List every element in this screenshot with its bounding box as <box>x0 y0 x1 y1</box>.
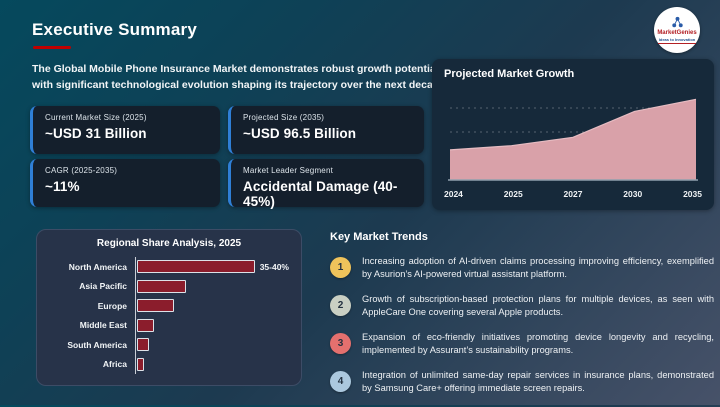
trend-text: Expansion of eco-friendly initiatives pr… <box>362 331 714 356</box>
trend-text: Integration of unlimited same-day repair… <box>362 369 714 394</box>
trend-number-badge: 4 <box>330 370 351 392</box>
bar-category-label: Africa <box>102 359 127 370</box>
stat-value: Accidental Damage (40-45%) <box>243 179 398 209</box>
growth-x-axis-labels: 2024 2025 2027 2030 2035 <box>444 189 702 199</box>
bar-row: North America 35-40% <box>49 257 289 277</box>
bar-row: South America <box>49 335 289 355</box>
stat-card-leader-segment: Market Leader Segment Accidental Damage … <box>228 159 424 209</box>
bar <box>137 260 255 274</box>
bar-row: Africa <box>49 354 289 374</box>
x-tick-label: 2027 <box>563 189 583 199</box>
trend-number-badge: 3 <box>330 332 351 354</box>
growth-panel: Projected Market Growth 2024 2025 2027 2… <box>432 59 714 210</box>
logo-name: MarketGenies <box>657 30 697 37</box>
bar-category-label: Middle East <box>79 320 127 331</box>
bar <box>137 279 186 293</box>
growth-area-chart <box>448 98 698 181</box>
bar <box>137 357 144 371</box>
company-logo: MarketGenies Ideas to Innovation <box>654 7 700 53</box>
stat-card-cagr: CAGR (2025-2035) ~11% <box>30 159 220 207</box>
stat-label: Projected Size (2035) <box>243 113 325 122</box>
trend-text: Growth of subscription-based protection … <box>362 293 714 318</box>
trend-number-badge: 2 <box>330 294 351 316</box>
intro-line-2: with significant technological evolution… <box>32 79 448 92</box>
bar-category-label: Europe <box>97 300 127 311</box>
stat-cards: Current Market Size (2025) ~USD 31 Billi… <box>30 106 424 209</box>
intro-line-1: The Global Mobile Phone Insurance Market… <box>32 63 439 75</box>
molecule-icon <box>671 16 684 29</box>
bar-track <box>135 315 289 335</box>
x-tick-label: 2035 <box>683 189 702 199</box>
bar <box>137 318 154 332</box>
trend-text: Increasing adoption of AI-driven claims … <box>362 256 714 280</box>
bar-track <box>135 335 289 355</box>
bar-category-label: Asia Pacific <box>79 281 127 292</box>
bar-row: Middle East <box>49 315 289 335</box>
bar-row: Europe <box>49 296 289 316</box>
intro-paragraph: The Global Mobile Phone Insurance Market… <box>32 61 448 94</box>
stat-value: ~11% <box>45 179 80 194</box>
x-tick-label: 2030 <box>623 189 643 199</box>
regional-bars: North America 35-40% Asia Pacific Europe Mid… <box>49 257 289 374</box>
page-title: Executive Summary <box>32 20 197 39</box>
bar-track <box>135 296 289 316</box>
bar-track <box>135 354 289 374</box>
area-series <box>450 99 696 180</box>
stat-value: ~USD 96.5 Billion <box>243 126 357 141</box>
bar-value-label: 35-40% <box>259 261 289 272</box>
regional-chart-title: Regional Share Analysis, 2025 <box>96 238 242 249</box>
logo-tagline: Ideas to Innovation <box>657 37 697 44</box>
trend-item: 4 Integration of unlimited same-day repa… <box>330 369 714 396</box>
growth-chart-title: Projected Market Growth <box>444 68 575 80</box>
regional-panel: Regional Share Analysis, 2025 North Amer… <box>36 229 302 386</box>
key-market-trends: Key Market Trends 1 Increasing adoption … <box>330 231 714 407</box>
stat-value: ~USD 31 Billion <box>45 126 147 141</box>
trend-item: 3 Expansion of eco-friendly initiatives … <box>330 331 714 358</box>
stat-card-projected-size: Projected Size (2035) ~USD 96.5 Billion <box>228 106 424 154</box>
bar <box>137 338 149 352</box>
stat-label: CAGR (2025-2035) <box>45 166 118 175</box>
x-tick-label: 2025 <box>503 189 523 199</box>
bar-track <box>135 276 289 296</box>
x-tick-label: 2024 <box>444 189 463 199</box>
trend-number-badge: 1 <box>330 257 351 278</box>
bar-track: 35-40% <box>135 257 289 277</box>
stat-card-current-size: Current Market Size (2025) ~USD 31 Billi… <box>30 106 220 154</box>
bar-row: Asia Pacific <box>49 276 289 296</box>
trend-item: 2 Growth of subscription-based protectio… <box>330 293 714 320</box>
stat-label: Market Leader Segment <box>243 166 334 175</box>
stat-label: Current Market Size (2025) <box>45 113 147 122</box>
trend-item: 1 Increasing adoption of AI-driven claim… <box>330 255 714 282</box>
trends-title: Key Market Trends <box>330 231 428 243</box>
area-series-top-edge <box>449 98 697 151</box>
bar-category-label: South America <box>67 339 127 350</box>
title-underline <box>33 46 71 49</box>
bar <box>137 299 175 313</box>
bar-category-label: North America <box>68 261 127 272</box>
